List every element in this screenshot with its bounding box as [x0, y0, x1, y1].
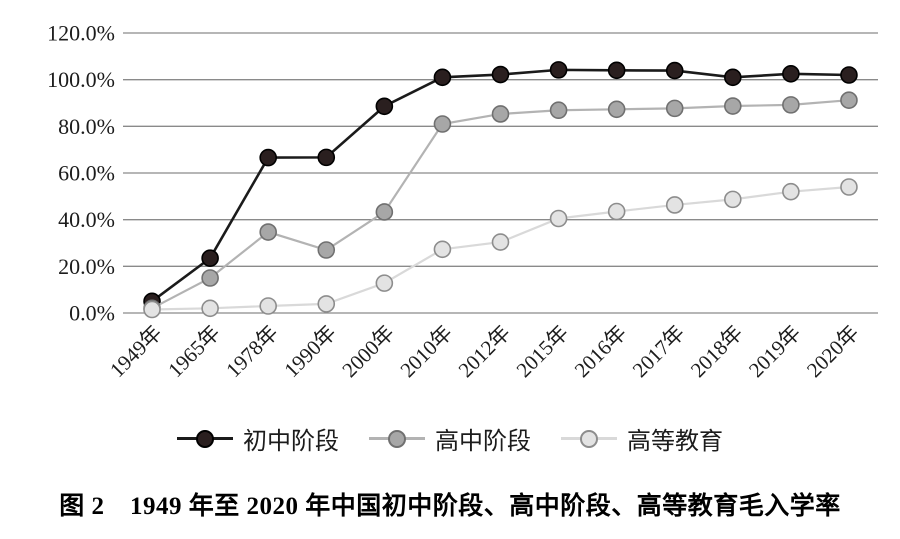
y-axis-tick-label: 60.0%: [58, 160, 115, 185]
data-point: [840, 66, 858, 84]
x-axis-tick-label: 2017年: [628, 321, 690, 383]
data-point: [724, 190, 742, 209]
data-point: [665, 61, 684, 80]
data-point: [724, 68, 742, 87]
data-point: [782, 182, 800, 201]
data-point: [375, 203, 394, 221]
legend-label-higher-education: 高等教育: [627, 429, 723, 455]
x-axis-tick-label: 2012年: [454, 321, 516, 383]
data-point: [433, 240, 452, 259]
x-axis-tick-label: 1949年: [105, 321, 167, 383]
data-point: [607, 61, 626, 80]
x-axis-tick-label: 2000年: [337, 321, 399, 383]
data-point: [724, 97, 742, 115]
x-axis-tick-label: 1978年: [221, 321, 283, 383]
data-point: [317, 241, 336, 259]
data-point: [665, 99, 684, 118]
data-point: [375, 274, 394, 292]
y-axis-tick-label: 80.0%: [58, 114, 115, 139]
data-point: [782, 96, 800, 114]
senior-high-series-marker-icon: [369, 429, 425, 448]
data-point: [201, 299, 219, 318]
data-point: [259, 297, 277, 315]
data-point: [143, 300, 161, 319]
data-point: [782, 65, 800, 83]
data-point: [549, 101, 568, 120]
legend-item-junior-middle: 初中阶段: [177, 421, 339, 456]
data-point: [840, 91, 858, 109]
data-point: [259, 148, 277, 167]
enrollment-line-chart: 0.0% 20.0% 40.0% 60.0% 80.0% 100.0% 120.0% 1949…: [47, 20, 878, 383]
data-point: [491, 105, 510, 123]
y-axis-tick-label: 120.0%: [47, 20, 115, 45]
x-axis-tick-label: 2010年: [395, 321, 457, 383]
x-axis-tick-label: 2019年: [744, 321, 806, 383]
data-point: [317, 148, 336, 167]
y-axis-tick-label: 40.0%: [58, 207, 115, 232]
y-axis-tick-label: 100.0%: [47, 67, 115, 92]
data-point: [201, 249, 219, 267]
x-axis-tick-label: 1965年: [163, 321, 225, 383]
x-axis-tick-label: 1990年: [279, 321, 341, 383]
x-axis-tick-label: 2020年: [802, 321, 864, 383]
y-axis-tick-label: 0.0%: [69, 300, 115, 325]
data-point: [840, 178, 858, 196]
legend-item-higher-education: 高等教育: [561, 421, 723, 456]
legend-label-junior-middle: 初中阶段: [243, 429, 339, 455]
data-point: [491, 65, 510, 84]
higher-education-series-marker-icon: [561, 429, 617, 448]
x-axis-tick-label: 2015年: [512, 321, 574, 383]
data-point: [607, 202, 626, 221]
data-point: [317, 295, 336, 313]
series-line-高中阶段: [151, 99, 850, 310]
data-point: [491, 233, 510, 251]
data-point: [607, 100, 626, 119]
x-axis-tick-label: 2016年: [570, 321, 632, 383]
data-point: [433, 68, 452, 87]
data-point: [549, 209, 568, 228]
legend-label-senior-high: 高中阶段: [435, 429, 531, 455]
x-axis-tick-label: 2018年: [686, 321, 748, 383]
data-point: [549, 61, 568, 79]
y-axis-tick-label: 20.0%: [58, 254, 115, 279]
junior-middle-series-marker-icon: [177, 429, 233, 448]
data-point: [665, 196, 684, 214]
figure-caption: 图 2 1949 年至 2020 年中国初中阶段、高中阶段、高等教育毛入学率: [59, 493, 841, 520]
data-point: [375, 97, 394, 116]
legend-item-senior-high: 高中阶段: [369, 421, 531, 456]
chart-legend: 初中阶段 高中阶段 高等教育: [0, 421, 900, 456]
data-point: [433, 115, 452, 133]
data-point: [201, 269, 219, 287]
data-point: [259, 223, 277, 241]
